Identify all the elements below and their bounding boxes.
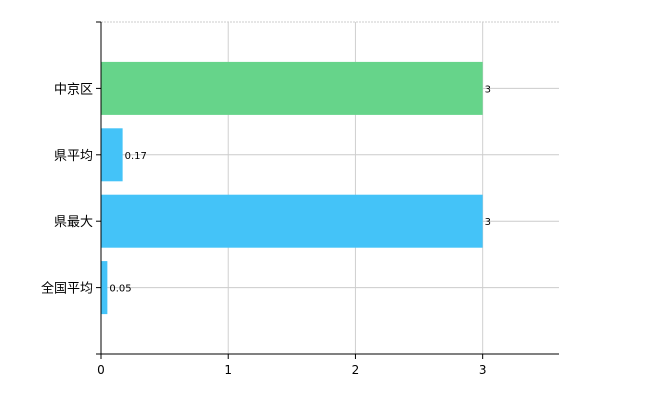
x-tick-label: 3 [479, 363, 487, 377]
x-tick-label: 1 [224, 363, 232, 377]
category-label: 県平均 [54, 149, 93, 164]
data-label: 3 [485, 84, 491, 95]
category-label: 県最大 [54, 215, 93, 230]
category-label: 中京区 [54, 82, 93, 97]
data-label: 0.05 [109, 284, 131, 295]
bar [101, 194, 483, 248]
bar [101, 261, 108, 315]
data-label: 3 [485, 217, 491, 228]
x-tick-label: 0 [97, 363, 105, 377]
bar [101, 128, 123, 182]
x-tick-label: 2 [352, 363, 360, 377]
data-label: 0.17 [125, 151, 147, 162]
category-label: 全国平均 [41, 281, 93, 297]
bar [101, 61, 483, 115]
